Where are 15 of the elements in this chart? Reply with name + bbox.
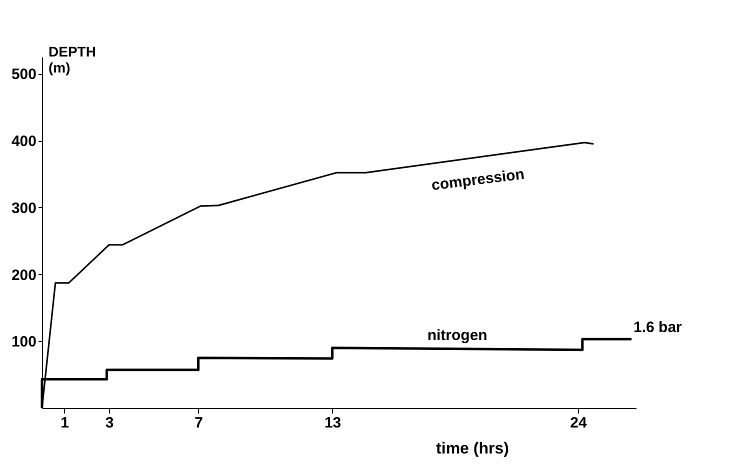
annotation: 1.6 bar xyxy=(634,319,682,336)
y-tick-label: 300 xyxy=(11,200,36,217)
y-tick-label: 100 xyxy=(11,334,36,351)
series-label: nitrogen xyxy=(427,326,488,344)
x-tick-label: 24 xyxy=(570,414,588,432)
text: compression xyxy=(430,166,526,194)
y-tick-label: 200 xyxy=(11,266,36,284)
x-axis-title: time (hrs) xyxy=(436,440,509,458)
y-axis-title: DEPTH (m) xyxy=(48,44,96,76)
y-tick-label: 400 xyxy=(11,133,36,150)
x-tick-label: 13 xyxy=(324,414,342,432)
x-tick-label: 1 xyxy=(60,414,70,432)
y-tick-label: 500 xyxy=(11,66,36,84)
x-tick-label: 3 xyxy=(105,414,114,432)
x-tick-label: 7 xyxy=(194,414,203,432)
